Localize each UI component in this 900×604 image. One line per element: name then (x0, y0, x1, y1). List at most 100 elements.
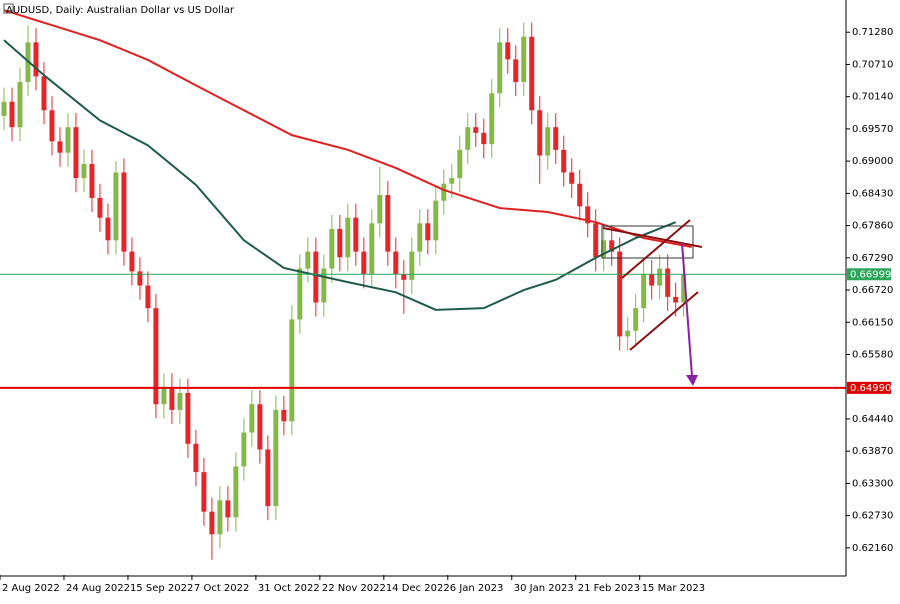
candle-body (289, 319, 295, 422)
drawn-rectangle (601, 225, 694, 259)
candle-body (593, 223, 599, 258)
x-tick-label: 30 Jan 2023 (514, 583, 574, 594)
y-tick-label: 0.69000 (852, 156, 893, 167)
y-tick-label: 0.62730 (852, 511, 893, 522)
candle-body (41, 76, 47, 111)
candle-body (553, 127, 559, 150)
candle-body (569, 172, 575, 184)
candle-body (441, 183, 447, 201)
candle-body (17, 81, 23, 128)
x-tick-label: 22 Nov 2022 (322, 583, 386, 594)
candle-body (57, 141, 63, 153)
candle-body (273, 409, 279, 507)
candle-body (321, 268, 327, 303)
candle-body (217, 500, 223, 535)
y-tick-label: 0.63870 (852, 446, 893, 457)
y-tick-label: 0.71280 (852, 27, 893, 38)
chart-title: AUDUSD, Daily: Australian Dollar vs US D… (6, 5, 235, 16)
y-tick-label: 0.62160 (852, 543, 893, 554)
candle-body (473, 127, 479, 133)
candle-body (465, 127, 471, 150)
x-tick-label: 24 Aug 2022 (66, 583, 130, 594)
x-tick-label: 31 Oct 2022 (258, 583, 320, 594)
candle-body (345, 217, 351, 258)
candle-body (633, 308, 639, 331)
candle-body (385, 195, 391, 252)
x-tick-label: 15 Mar 2023 (642, 583, 705, 594)
candle-body (377, 195, 383, 224)
candle-body (361, 251, 367, 275)
candle-body (281, 409, 287, 422)
candle-body (81, 163, 87, 179)
candle-body (313, 251, 319, 303)
candle-body (585, 206, 591, 224)
candle-body (513, 59, 519, 82)
y-tick-label: 0.67860 (852, 221, 893, 232)
candle-body (609, 240, 615, 252)
candle-body (673, 296, 679, 303)
candle-body (305, 251, 311, 269)
candle-body (265, 449, 271, 507)
candle-body (113, 172, 119, 241)
candle-body (417, 223, 423, 252)
candle-body (521, 36, 527, 82)
candle-body (145, 285, 151, 309)
channel-line (621, 219, 691, 279)
candle-body (153, 308, 159, 405)
x-tick-label: 7 Oct 2022 (194, 583, 249, 594)
y-tick-label: 0.67290 (852, 253, 893, 264)
candle-body (161, 387, 167, 405)
arrow-line (681, 242, 693, 377)
x-tick-label: 21 Feb 2023 (578, 583, 640, 594)
candle-body (49, 110, 55, 142)
candle-body (409, 251, 415, 280)
candle-body (561, 149, 567, 173)
y-tick-label: 0.65580 (852, 349, 893, 360)
candle-body (649, 274, 655, 286)
candle-body (297, 268, 303, 320)
candle-body (601, 240, 607, 258)
candle-body (193, 443, 199, 473)
candle-body (225, 500, 231, 518)
candle-body (657, 268, 663, 286)
candle-body (353, 217, 359, 252)
candle-body (529, 36, 535, 111)
candle-body (337, 228, 343, 258)
x-tick-label: 15 Sep 2022 (130, 583, 193, 594)
candle-body (1, 101, 7, 116)
candle-body (249, 404, 255, 433)
candle-body (209, 511, 215, 535)
y-tick-label: 0.68430 (852, 188, 893, 199)
price-label-box (847, 381, 891, 394)
candle-body (169, 387, 175, 410)
candle-body (545, 127, 551, 156)
candle-body (73, 127, 79, 179)
x-tick-label: 14 Dec 2022 (386, 583, 450, 594)
candle-body (489, 93, 495, 145)
candle-body (185, 392, 191, 444)
candle-body (401, 274, 407, 280)
candle-body (505, 42, 511, 60)
candle-body (577, 183, 583, 207)
price-label-box (847, 268, 891, 281)
drawings (601, 219, 703, 386)
candle-body (625, 330, 631, 337)
candle-body (105, 217, 111, 241)
candle-body (241, 432, 247, 467)
y-tick-label: 0.70710 (852, 59, 893, 70)
candle-body (33, 42, 39, 77)
candle-body (97, 197, 103, 218)
y-tick-label: 0.66150 (852, 317, 893, 328)
moving-average (3, 9, 692, 249)
candle-body (617, 251, 623, 337)
candle-body (89, 163, 95, 198)
candle-body (425, 223, 431, 241)
x-tick-label: 2 Aug 2022 (2, 583, 60, 594)
candle-body (681, 274, 687, 303)
candle-body (497, 42, 503, 94)
candle-body (233, 466, 239, 518)
price-label: 0.66999 (850, 269, 891, 280)
candle-body (369, 223, 375, 275)
